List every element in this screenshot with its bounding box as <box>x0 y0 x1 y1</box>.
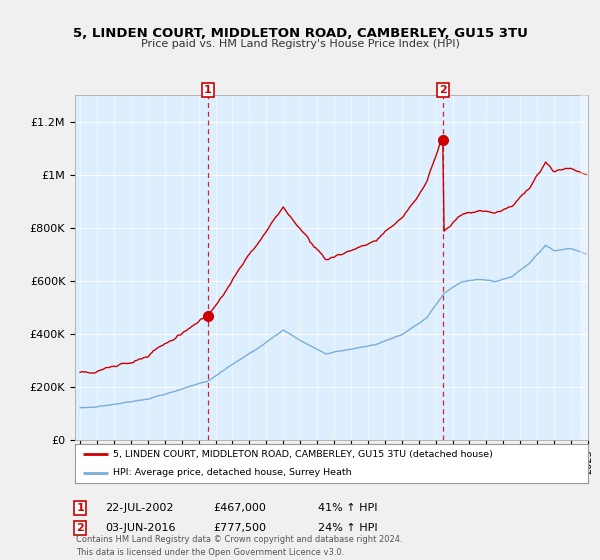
Text: £467,000: £467,000 <box>213 503 266 514</box>
Text: 24% ↑ HPI: 24% ↑ HPI <box>318 523 377 533</box>
Text: 2: 2 <box>76 523 84 533</box>
Text: 1: 1 <box>204 85 212 95</box>
Text: 5, LINDEN COURT, MIDDLETON ROAD, CAMBERLEY, GU15 3TU (detached house): 5, LINDEN COURT, MIDDLETON ROAD, CAMBERL… <box>113 450 493 459</box>
Text: HPI: Average price, detached house, Surrey Heath: HPI: Average price, detached house, Surr… <box>113 468 352 478</box>
Text: 41% ↑ HPI: 41% ↑ HPI <box>318 503 377 514</box>
Text: £777,500: £777,500 <box>213 523 266 533</box>
Text: 2: 2 <box>439 85 446 95</box>
Text: Contains HM Land Registry data © Crown copyright and database right 2024.
This d: Contains HM Land Registry data © Crown c… <box>76 535 403 557</box>
Text: 1: 1 <box>76 503 84 514</box>
Text: 22-JUL-2002: 22-JUL-2002 <box>105 503 173 514</box>
Text: 03-JUN-2016: 03-JUN-2016 <box>105 523 176 533</box>
Bar <box>580 95 588 440</box>
Text: 5, LINDEN COURT, MIDDLETON ROAD, CAMBERLEY, GU15 3TU: 5, LINDEN COURT, MIDDLETON ROAD, CAMBERL… <box>73 27 527 40</box>
Text: Price paid vs. HM Land Registry's House Price Index (HPI): Price paid vs. HM Land Registry's House … <box>140 39 460 49</box>
